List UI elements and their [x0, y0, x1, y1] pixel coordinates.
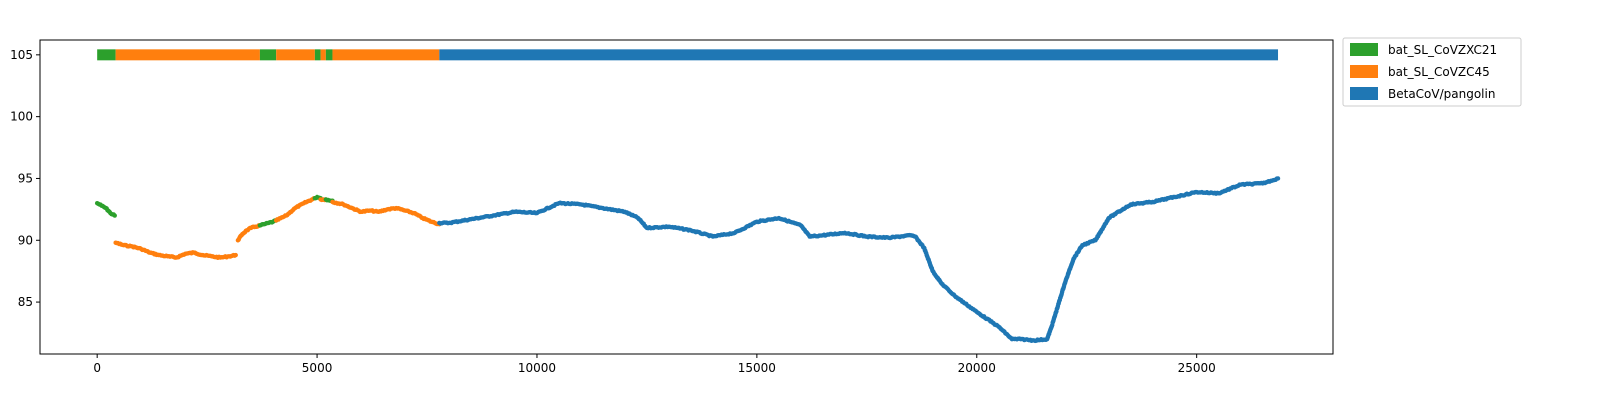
- top-bar-segment: [320, 49, 326, 61]
- top-bar-segment: [332, 49, 440, 61]
- x-tick-label: 10000: [518, 361, 556, 375]
- top-bar-segment: [97, 49, 116, 61]
- x-axis: 0 5000 10000 15000 20000 25000: [93, 354, 1216, 375]
- series-group: [330, 199, 442, 227]
- x-tick-label: 20000: [958, 361, 996, 375]
- plot-frame: [39, 39, 1334, 355]
- legend-swatch-zxc21: [1350, 43, 1378, 56]
- x-tick-label: 0: [93, 361, 101, 375]
- series-group: [113, 240, 238, 260]
- x-tick-label: 15000: [738, 361, 776, 375]
- y-tick-label: 105: [10, 48, 33, 62]
- y-tick-label: 90: [18, 233, 33, 247]
- legend-label-zc45: bat_SL_CoVZC45: [1388, 65, 1490, 79]
- data-point: [112, 213, 117, 218]
- series-group: [94, 200, 117, 218]
- legend: bat_SL_CoVZXC21 bat_SL_CoVZC45 BetaCoV/p…: [1342, 37, 1522, 107]
- legend-label-zxc21: bat_SL_CoVZXC21: [1388, 43, 1497, 57]
- legend-swatch-zc45: [1350, 65, 1378, 78]
- top-bar-segment: [115, 49, 260, 61]
- legend-swatch-pangolin: [1350, 87, 1378, 100]
- y-tick-label: 85: [18, 295, 33, 309]
- top-bar-segment: [325, 49, 333, 61]
- data-point: [1275, 176, 1281, 181]
- x-tick-label: 25000: [1178, 361, 1216, 375]
- legend-frame: [1342, 37, 1522, 107]
- y-tick-label: 100: [10, 110, 33, 124]
- series-group: [437, 176, 1281, 344]
- x-tick-label: 5000: [302, 361, 333, 375]
- y-axis: 85 90 95 100 105: [10, 48, 40, 309]
- top-bar-segment: [439, 49, 1279, 61]
- legend-label-pangolin: BetaCoV/pangolin: [1388, 87, 1495, 101]
- data-point: [233, 252, 238, 258]
- top-bar-segment: [276, 49, 315, 61]
- top-bar-segment: [259, 49, 277, 61]
- plot-area: [94, 49, 1281, 344]
- top-bar-segment: [314, 49, 321, 61]
- y-tick-label: 95: [18, 171, 33, 185]
